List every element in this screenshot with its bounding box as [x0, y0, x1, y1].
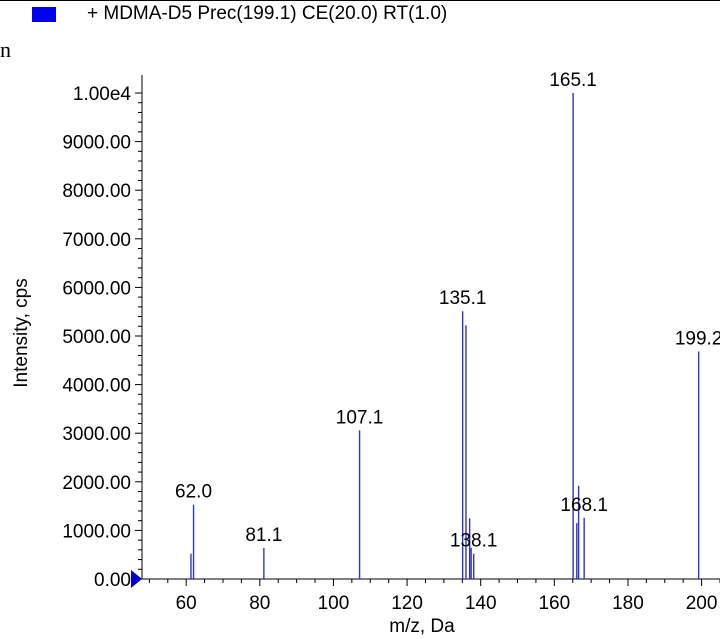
peak-label: 81.1: [245, 525, 282, 546]
y-tick-label: 0.00: [94, 570, 131, 591]
y-tick-label: 5000.00: [62, 327, 131, 348]
y-tick-label: 6000.00: [62, 278, 131, 299]
peak-labels-layer: 62.0 81.1 107.1 135.1 138.1 165.1 168.1 199.2: [175, 70, 720, 552]
origin-marker-icon[interactable]: [131, 570, 142, 588]
peak-label: 62.0: [175, 482, 212, 503]
y-tick-label: 4000.00: [62, 376, 131, 397]
peak-label: 165.1: [549, 70, 597, 91]
legend-swatch: [32, 7, 56, 22]
x-tick-label: 160: [538, 593, 570, 614]
x-tick-label: 120: [391, 593, 423, 614]
x-tick-label: 60: [176, 593, 197, 614]
peak-label: 138.1: [450, 531, 498, 552]
axes: 0.00 1000.00 2000.00 3000.00 4000.00 5000.00 6…: [0, 0, 720, 614]
legend-label: + MDMA-D5 Prec(199.1) CE(20.0) RT(1.0): [87, 3, 448, 24]
x-tick-label: 100: [318, 593, 350, 614]
corner-glyph: n: [0, 37, 11, 62]
peak-label: 168.1: [560, 495, 608, 516]
y-tick-label: 7000.00: [62, 230, 131, 251]
x-tick-label: 140: [465, 593, 497, 614]
y-tick-label: 9000.00: [62, 133, 131, 154]
y-axis-title: Intensity, cps: [11, 278, 32, 387]
y-tick-label: 8000.00: [62, 181, 131, 202]
y-tick-label: 1.00e4: [73, 84, 132, 105]
x-tick-label: 200: [686, 593, 718, 614]
peak-label: 135.1: [439, 288, 487, 309]
x-tick-label: 80: [249, 593, 270, 614]
peak-label: 107.1: [336, 407, 384, 428]
y-tick-label: 3000.00: [62, 424, 131, 445]
peaks-layer: [190, 93, 700, 579]
peak-label: 199.2: [675, 329, 720, 350]
x-tick-label: 180: [612, 593, 644, 614]
y-tick-label: 2000.00: [62, 473, 131, 494]
x-axis-title: m/z, Da: [389, 616, 455, 637]
y-tick-label: 1000.00: [62, 521, 131, 542]
